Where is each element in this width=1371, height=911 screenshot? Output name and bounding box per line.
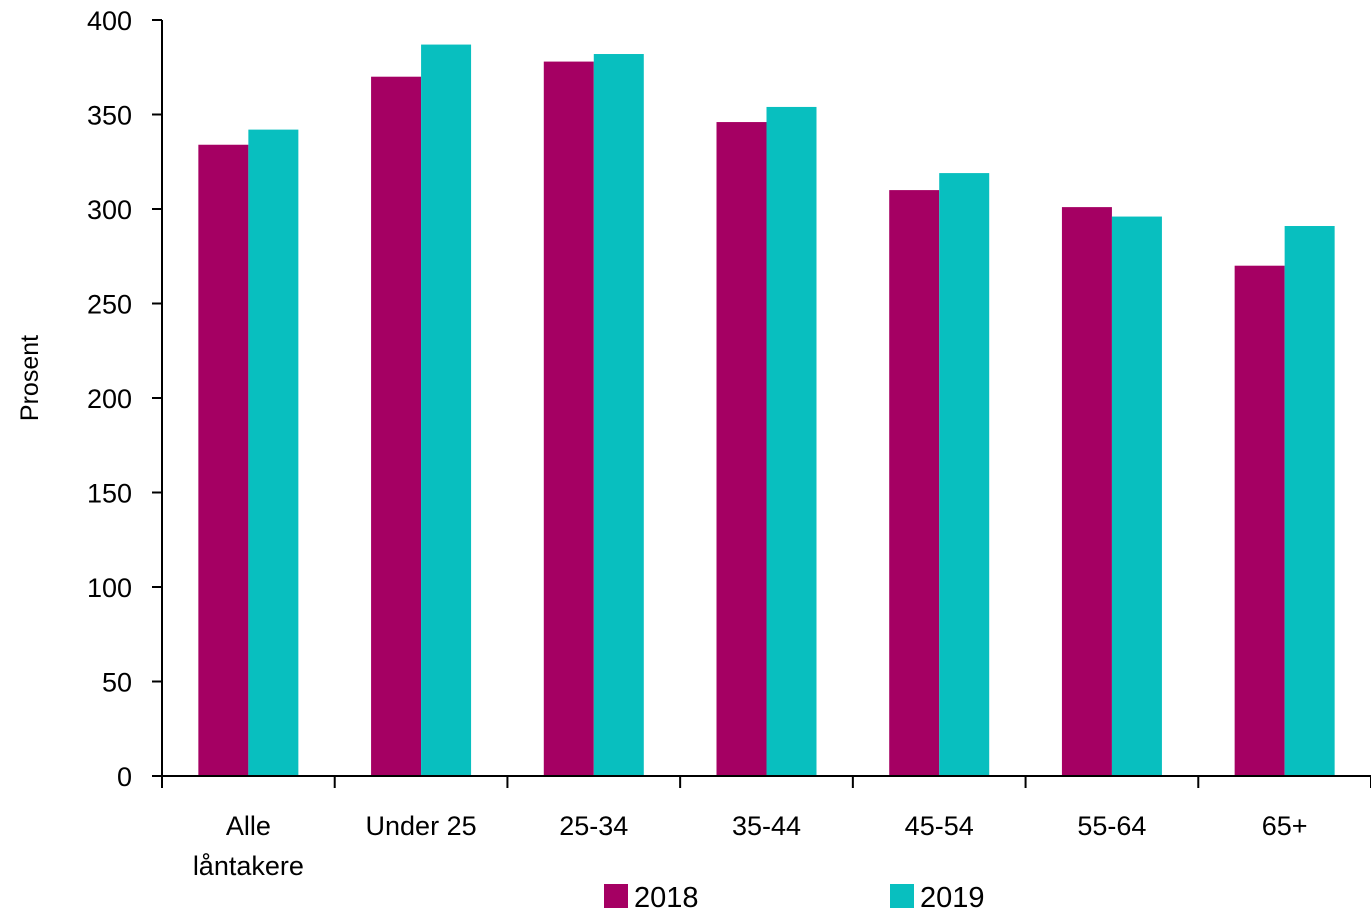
y-tick-label-250: 250	[87, 290, 132, 320]
legend-swatch-2018	[604, 884, 628, 908]
bar-2018-6	[1234, 265, 1285, 776]
legend-swatch-2019	[890, 884, 914, 908]
bar-2019-5	[1111, 216, 1162, 776]
x-category-label-4: 45-54	[905, 811, 974, 841]
bar-2018-4	[889, 190, 940, 777]
bar-2018-3	[716, 122, 767, 776]
y-tick-label-100: 100	[87, 573, 132, 603]
x-category-label-line-0-1: låntakere	[193, 851, 304, 881]
x-category-label-line-6-0: 65+	[1262, 811, 1308, 841]
y-tick-label-50: 50	[102, 668, 132, 698]
y-tick-label-400: 400	[87, 6, 132, 36]
bar-2019-3	[766, 106, 817, 776]
x-category-label-line-2-0: 25-34	[559, 811, 628, 841]
legend-label-2018: 2018	[634, 882, 699, 911]
x-category-label-1: Under 25	[366, 811, 477, 841]
x-category-label-5: 55-64	[1077, 811, 1146, 841]
bar-2018-2	[543, 61, 594, 776]
y-tick-label-200: 200	[87, 384, 132, 414]
bar-2019-6	[1284, 226, 1335, 776]
x-category-label-0: Alle låntakere	[193, 811, 304, 881]
bars-group	[198, 44, 1335, 777]
x-category-label-6: 65+	[1262, 811, 1308, 841]
y-tick-label-150: 150	[87, 479, 132, 509]
bar-2018-5	[1061, 207, 1112, 777]
x-category-label-line-3-0: 35-44	[732, 811, 801, 841]
x-category-label-line-1-0: Under 25	[366, 811, 477, 841]
legend: 2018 2019	[604, 882, 985, 911]
x-category-label-line-5-0: 55-64	[1077, 811, 1146, 841]
bar-2019-1	[421, 44, 472, 776]
x-category-label-line-4-0: 45-54	[905, 811, 974, 841]
axes-group	[152, 19, 1371, 788]
bar-2018-1	[371, 76, 422, 776]
legend-label-2019: 2019	[920, 882, 985, 911]
bar-2019-0	[248, 129, 299, 776]
bar-2019-2	[593, 54, 644, 776]
x-category-label-2: 25-34	[559, 811, 628, 841]
x-category-label-3: 35-44	[732, 811, 801, 841]
y-tick-label-350: 350	[87, 101, 132, 131]
y-tick-label-300: 300	[87, 195, 132, 225]
bar-2019-4	[939, 173, 990, 777]
y-axis-title: Prosent	[16, 335, 44, 421]
y-tick-labels: 0 50 100 150 200 250 300 350 400	[87, 6, 132, 792]
x-category-label-line-0-0: Alle	[226, 811, 271, 841]
bar-2018-0	[198, 144, 249, 777]
y-tick-label-0: 0	[117, 762, 132, 792]
x-category-labels: Alle låntakere Under 25 25-34 35-44 45-54 55-6…	[193, 811, 1308, 881]
